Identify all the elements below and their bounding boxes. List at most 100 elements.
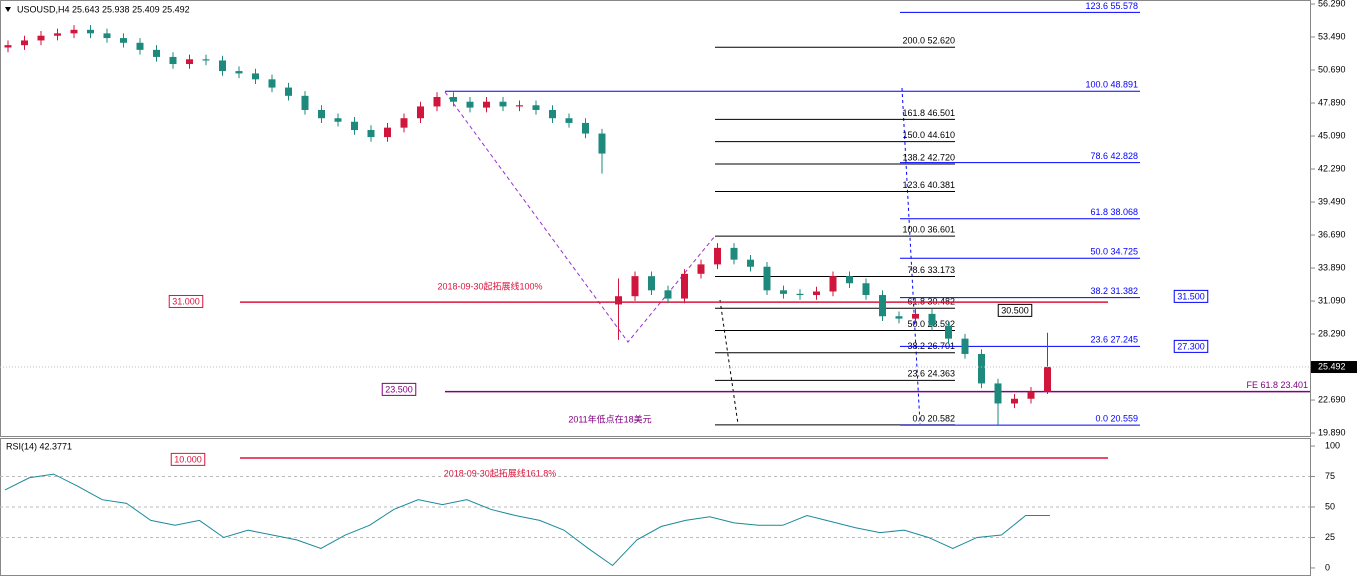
fib-label: 78.6 33.173 bbox=[907, 265, 955, 275]
candle-body bbox=[813, 291, 820, 296]
candle-body bbox=[549, 109, 556, 119]
fib-label: 161.8 46.501 bbox=[902, 108, 955, 118]
target-label: 31.000 bbox=[172, 296, 200, 306]
candle-body bbox=[664, 290, 672, 299]
candle-body bbox=[37, 35, 45, 41]
candle-body bbox=[747, 259, 754, 267]
fib-label: 200.0 52.620 bbox=[902, 36, 955, 46]
annotation: 2018-09-30起拓展线100% bbox=[437, 280, 542, 291]
candle-body bbox=[285, 87, 292, 96]
y-tick-label: 31.090 bbox=[1318, 295, 1346, 305]
candle-body bbox=[499, 101, 507, 107]
y-tick-label: 36.690 bbox=[1318, 229, 1346, 239]
candle-body bbox=[103, 33, 111, 39]
candle-body bbox=[763, 266, 771, 291]
fe-label: FE 61.8 23.401 bbox=[1246, 380, 1308, 390]
candle-body bbox=[450, 97, 457, 102]
candle-body bbox=[1027, 391, 1035, 399]
y-tick-label: 33.890 bbox=[1318, 262, 1346, 272]
candle-body bbox=[879, 295, 886, 317]
fib-label: 23.6 24.363 bbox=[907, 369, 955, 379]
fib-label: 138.2 42.720 bbox=[902, 152, 955, 162]
y-tick-label: 47.890 bbox=[1318, 97, 1346, 107]
candle-body bbox=[912, 313, 919, 319]
candle-body bbox=[945, 325, 952, 339]
candle-body bbox=[796, 293, 804, 296]
candle-body bbox=[400, 118, 408, 128]
candle-body bbox=[615, 296, 622, 305]
y-tick-label: 28.290 bbox=[1318, 328, 1346, 338]
candle-body bbox=[120, 38, 127, 43]
candle-body bbox=[730, 247, 738, 260]
annotation: 10.000 bbox=[174, 454, 202, 464]
candle-body bbox=[186, 59, 193, 65]
candle-body bbox=[631, 276, 639, 297]
candle-body bbox=[87, 29, 94, 34]
candle-body bbox=[565, 118, 573, 123]
candle-body bbox=[318, 109, 325, 119]
candle-body bbox=[54, 33, 61, 36]
candle-body bbox=[351, 121, 358, 131]
candle-body bbox=[153, 49, 160, 57]
candle-body bbox=[433, 97, 441, 107]
fib-label: 123.6 55.578 bbox=[1085, 1, 1138, 11]
candle-body bbox=[268, 79, 276, 88]
y-tick-label: 0 bbox=[1325, 562, 1330, 572]
annotation-box bbox=[997, 303, 1033, 317]
current-price-label: 25.492 bbox=[1318, 361, 1346, 371]
candle-body bbox=[252, 73, 259, 80]
candle-body bbox=[714, 247, 721, 265]
candle-body bbox=[961, 338, 969, 354]
y-tick-label: 39.490 bbox=[1318, 196, 1346, 206]
zigzag bbox=[444, 91, 716, 343]
candle-body bbox=[829, 276, 837, 292]
candle-body bbox=[136, 42, 144, 50]
annotation-box bbox=[381, 382, 417, 396]
candle-body bbox=[862, 283, 870, 296]
y-tick-label: 100 bbox=[1325, 440, 1340, 450]
candle-body bbox=[417, 106, 424, 119]
fib-label: 150.0 44.610 bbox=[902, 130, 955, 140]
y-tick-label: 25 bbox=[1325, 532, 1335, 542]
candle-body bbox=[1011, 398, 1018, 404]
candle-body bbox=[367, 130, 375, 138]
fib-label: 0.0 20.559 bbox=[1095, 414, 1138, 424]
fib-label: 61.8 38.068 bbox=[1090, 207, 1138, 217]
chart-title: USOUSD,H4 25.643 25.938 25.409 25.492 bbox=[17, 4, 190, 14]
annotation: 31.500 bbox=[1177, 291, 1205, 301]
candle-body bbox=[202, 59, 210, 61]
current-price-box bbox=[1311, 361, 1357, 374]
candle-body bbox=[70, 29, 78, 34]
candle-body bbox=[994, 383, 1002, 404]
y-tick-label: 50 bbox=[1325, 501, 1335, 511]
fib-label: 100.0 36.601 bbox=[902, 224, 955, 234]
fib-label: 50.0 34.725 bbox=[1090, 247, 1138, 257]
candle-body bbox=[978, 353, 985, 384]
y-tick-label: 56.290 bbox=[1318, 0, 1346, 8]
candle-body bbox=[1044, 366, 1051, 392]
candle-body bbox=[219, 60, 226, 72]
candle-body bbox=[582, 122, 589, 134]
annotation-box bbox=[168, 294, 204, 308]
trend-dash bbox=[719, 299, 739, 425]
annotation-box bbox=[1173, 289, 1209, 303]
annotation: 2018-09-30起拓展线161.8% bbox=[444, 467, 557, 478]
y-tick-label: 75 bbox=[1325, 471, 1335, 481]
y-tick-label: 50.690 bbox=[1318, 64, 1346, 74]
fib-label: 100.0 48.891 bbox=[1085, 80, 1138, 90]
y-tick-label: 42.290 bbox=[1318, 163, 1346, 173]
candle-body bbox=[598, 133, 606, 154]
candle-body bbox=[466, 101, 474, 108]
candle-body bbox=[697, 264, 705, 274]
candle-body bbox=[516, 105, 523, 107]
rsi-line bbox=[4, 473, 1050, 567]
fib-label: 78.6 42.828 bbox=[1090, 151, 1138, 161]
candle-body bbox=[235, 71, 243, 74]
candle-body bbox=[532, 105, 540, 110]
collapse-icon bbox=[5, 7, 11, 12]
y-tick-label: 53.490 bbox=[1318, 31, 1346, 41]
candle-body bbox=[301, 95, 309, 110]
annotation-box bbox=[1173, 339, 1209, 353]
